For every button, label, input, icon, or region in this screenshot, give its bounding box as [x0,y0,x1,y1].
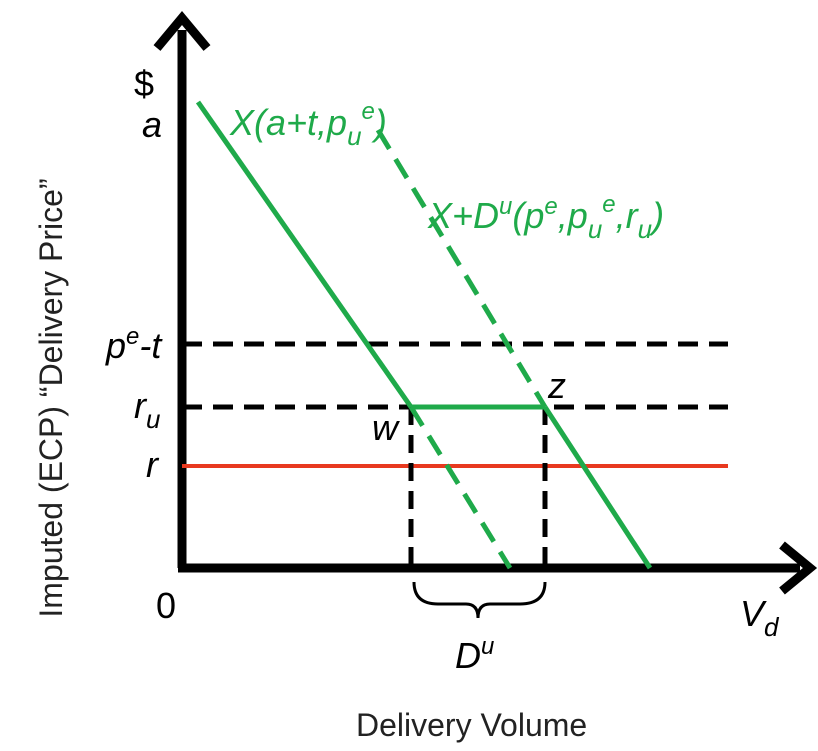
x-curve-text1: X(a+t,p [229,102,347,143]
x-curve-sup: e [362,98,375,125]
a-label: a [142,104,162,145]
xd-text5: ) [648,195,664,236]
r-label: r [146,444,160,485]
xd-text1: X+D [427,195,499,236]
x-axis-symbol: Vd [740,593,780,642]
xd-curve-label: X+Du(pe,pue,ru) [427,191,664,244]
x-curve-line [195,100,414,409]
pe-t-sup: e [126,323,139,350]
origin-label: 0 [156,585,176,626]
y-axis-symbol: $ [134,63,154,104]
xd-text4: ,r [616,195,640,236]
pe-t-base: p [105,325,126,366]
ru-label: ru [134,385,160,434]
x-symbol-sub: d [764,612,780,642]
xd-curve-solid-line [542,405,653,570]
pe-t-label: pe-t [105,323,163,366]
x-curve-dashed-ext [408,405,513,570]
ru-base: r [134,385,148,426]
xd-curve-dashed-line [375,128,548,409]
axes [153,10,818,595]
x-curve-text2: ) [371,102,387,143]
xd-sup3: e [602,191,615,218]
du-label: Du [455,633,494,676]
xd-sub4: u [638,214,652,244]
xd-sup2: e [544,193,557,220]
w-point-label: w [372,407,400,448]
y-axis-title: Imputed (ECP) “Delivery Price” [33,178,69,617]
du-brace [412,581,547,619]
ru-sub: u [146,404,160,434]
du-base: D [455,635,481,676]
xd-sup1: u [499,193,512,220]
pe-t-rest: -t [139,325,163,366]
x-axis-title: Delivery Volume [356,707,587,743]
x-curve-sub: u [347,121,361,151]
y-axis-arrow [153,10,211,51]
x-symbol-base: V [740,593,767,634]
xd-text3: ,p [558,195,588,236]
xd-sub3: u [588,214,602,244]
z-point-label: z [547,365,566,406]
du-sup: u [481,633,494,660]
x-curve-label: X(a+t,pue) [229,98,387,151]
x-axis-arrow [779,541,818,595]
xd-text2: (p [512,195,544,236]
